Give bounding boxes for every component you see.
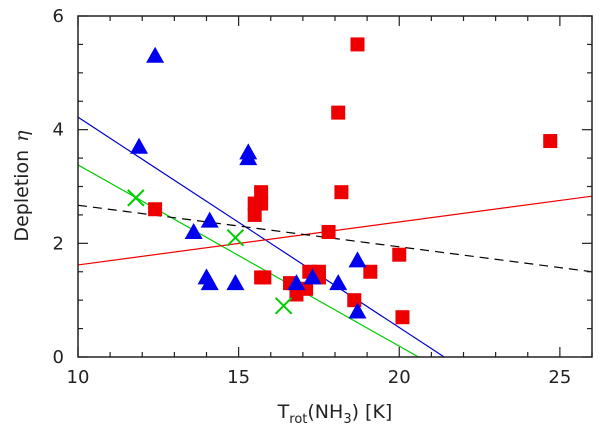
cross-point (127, 189, 145, 207)
square-point (347, 293, 362, 308)
tick-labels: 10 15 20 25 0 2 4 6 (53, 6, 572, 388)
square-point (334, 185, 349, 200)
triangle-point (329, 274, 348, 291)
triangle-point (226, 274, 245, 291)
blue-fit-line (78, 116, 445, 357)
axis-ticks (77, 15, 593, 358)
square-point (363, 264, 378, 279)
x-tick-label: 15 (227, 367, 250, 388)
square-point (321, 224, 336, 239)
cross-point (274, 297, 293, 315)
x-tick-label: 25 (548, 367, 571, 388)
x-tick-label: 10 (67, 367, 90, 388)
triangle-point (200, 211, 219, 228)
triangle-point (184, 222, 203, 239)
triangle-point (348, 251, 367, 268)
triangle-point (287, 274, 306, 291)
square-point (148, 202, 163, 217)
triangle-point (146, 46, 165, 63)
square-point (392, 247, 407, 262)
triangle-point (239, 149, 258, 166)
x-tick-label: 20 (388, 367, 411, 388)
square-point (247, 207, 262, 222)
triangle-point (348, 302, 367, 319)
green-fit-line (78, 164, 419, 357)
triangle-point (303, 268, 322, 285)
square-point (395, 310, 410, 325)
x-axis-label: Trot(NH3) [K] (277, 401, 393, 426)
y-axis-label: Depletionη (11, 130, 33, 242)
square-point (254, 270, 269, 285)
square-point (331, 105, 346, 120)
data-points (127, 37, 558, 325)
square-point (350, 37, 365, 52)
y-tick-label: 0 (53, 347, 64, 368)
cross-point (226, 228, 245, 247)
y-tick-label: 2 (53, 233, 64, 254)
square-point (254, 196, 269, 211)
square-point (543, 134, 558, 149)
square-point (254, 185, 269, 200)
triangle-point (130, 137, 149, 154)
triangle-point (200, 274, 219, 291)
y-tick-label: 4 (53, 120, 64, 141)
y-tick-label: 6 (53, 6, 64, 27)
